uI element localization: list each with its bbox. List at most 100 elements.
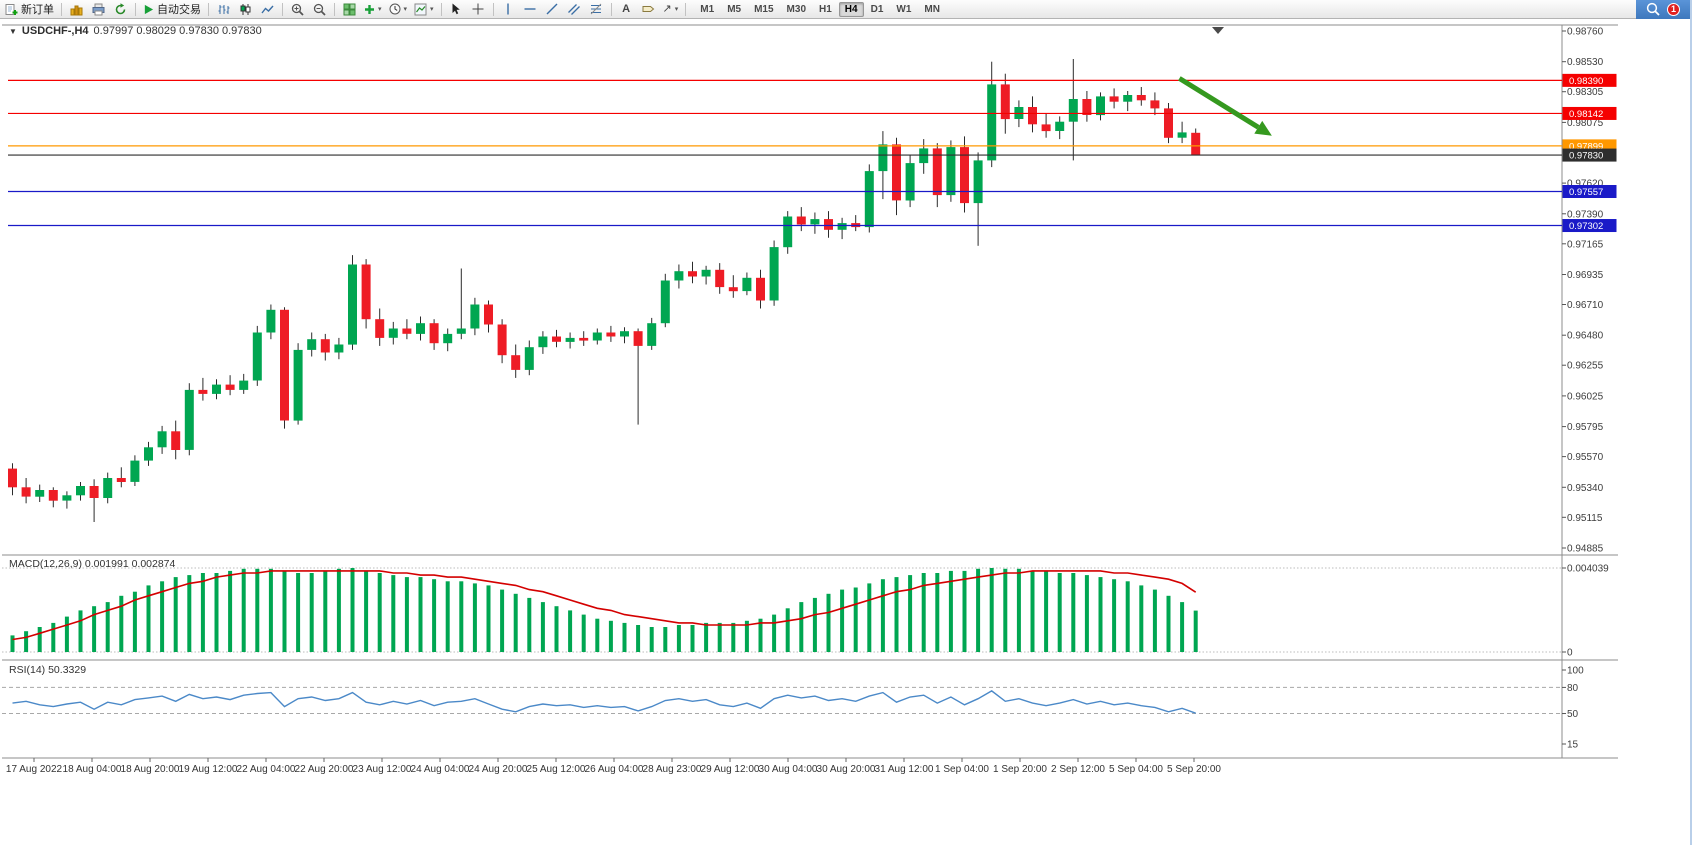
chart-shift-marker[interactable] (1212, 27, 1224, 34)
candle-body (837, 223, 847, 230)
refresh-icon (115, 2, 126, 14)
indicators-button[interactable]: ▾ (361, 1, 385, 18)
trendline-button[interactable] (542, 1, 563, 18)
bar-chart-button[interactable] (213, 1, 234, 18)
candlestick-chart-icon (240, 3, 251, 15)
separator (492, 2, 494, 16)
macd-bar (173, 577, 178, 652)
macd-bar (1180, 602, 1185, 652)
price-tick-label: 0.97390 (1567, 209, 1604, 220)
macd-bar (228, 570, 233, 652)
cursor-button[interactable] (446, 1, 467, 18)
time-label: 22 Aug 04:00 (237, 764, 296, 775)
price-tick-label: 0.95795 (1567, 422, 1604, 433)
candle-body (742, 277, 752, 292)
vertical-line-button[interactable] (498, 1, 519, 18)
timeframe-m30[interactable]: M30 (781, 2, 812, 17)
candle-body (552, 336, 561, 342)
templates-button[interactable]: ▾ (411, 1, 437, 18)
candle-body (116, 478, 126, 482)
macd-bar (690, 625, 695, 652)
macd-bar (10, 635, 15, 652)
level-price-label: 0.98390 (1569, 76, 1603, 87)
candle-body (620, 331, 629, 337)
zoom-out-button[interactable] (309, 1, 330, 18)
new-order-button[interactable]: 新订单 (2, 1, 57, 18)
timeframe-m1[interactable]: M1 (694, 2, 720, 17)
tile-windows-button[interactable] (339, 1, 360, 18)
candle-body (892, 144, 901, 201)
macd-bar (622, 622, 627, 652)
auto-trading-label: 自动交易 (157, 4, 201, 16)
candle-body (1082, 99, 1092, 115)
macd-bar (704, 622, 709, 652)
crosshair-button[interactable] (468, 1, 489, 18)
tile-windows-icon (343, 3, 356, 15)
refresh-button[interactable] (110, 1, 131, 18)
macd-bar (105, 602, 110, 652)
zoom-in-button[interactable] (287, 1, 308, 18)
candle-body (511, 355, 521, 370)
macd-bar (418, 577, 423, 652)
time-label: 22 Aug 20:00 (295, 764, 354, 775)
macd-bar (119, 595, 124, 652)
text-button[interactable]: A (616, 1, 637, 18)
separator (282, 2, 283, 16)
macd-bar (459, 581, 464, 652)
search-icon[interactable] (1646, 2, 1660, 16)
macd-bar (608, 620, 613, 652)
candle-body (416, 323, 425, 334)
candle-body (1150, 100, 1160, 109)
horizontal-line-button[interactable] (520, 1, 541, 18)
candle-body (579, 337, 589, 341)
periods-button[interactable]: ▾ (386, 1, 411, 18)
time-label: 17 Aug 2022 (6, 764, 63, 775)
macd-bar (241, 568, 246, 652)
timeframe-d1[interactable]: D1 (865, 2, 890, 17)
fibonacci-button[interactable] (586, 1, 607, 18)
macd-bar (500, 589, 505, 652)
macd-bar (377, 573, 382, 652)
auto-trading-toggle[interactable]: 自动交易 (140, 1, 204, 18)
timeframe-group: M1 M5 M15 M30 H1 H4 D1 W1 MN (694, 1, 946, 17)
timeframe-w1[interactable]: W1 (890, 2, 917, 17)
macd-bar (24, 631, 29, 652)
candlestick-chart-button[interactable] (235, 1, 256, 18)
text-label-button[interactable] (638, 1, 659, 18)
candle-body (62, 495, 72, 501)
channel-button[interactable] (564, 1, 585, 18)
indicator-plus-icon (365, 4, 374, 14)
macd-bar (513, 593, 518, 652)
candle-body (470, 304, 480, 329)
macd-bar (432, 579, 437, 652)
timeframe-m5[interactable]: M5 (721, 2, 747, 17)
macd-bar (1152, 589, 1157, 652)
timeframe-m15[interactable]: M15 (748, 2, 779, 17)
trend-line-icon (546, 3, 558, 15)
timeframe-h1[interactable]: H1 (813, 2, 838, 17)
candle-body (783, 216, 793, 248)
price-tick-label: 0.96025 (1567, 391, 1604, 402)
candle-body (184, 389, 194, 450)
print-icon (92, 3, 105, 15)
notification-badge[interactable]: 1 (1667, 2, 1680, 16)
candle-body (76, 486, 85, 496)
arrows-button[interactable]: ↗ ▾ (660, 1, 682, 18)
macd-axis-label: 0.004039 (1567, 564, 1609, 575)
chart-canvas[interactable]: 0.98760 0.98530 0.98305 0.98075 0.97620 0.973… (0, 19, 1692, 845)
line-chart-button[interactable] (257, 1, 278, 18)
zoom-out-icon (313, 3, 326, 16)
macd-bar (962, 570, 967, 652)
macd-bar (486, 585, 491, 652)
macd-bar (323, 570, 328, 652)
candle-body (348, 264, 357, 345)
timeframe-h4[interactable]: H4 (838, 1, 864, 17)
symbol-caret-icon[interactable]: ▼ (9, 26, 17, 36)
candle-body (48, 490, 58, 501)
macd-bar (1003, 568, 1008, 652)
rsi-axis-label: 100 (1567, 666, 1584, 677)
candle-body (987, 84, 997, 161)
timeframe-mn[interactable]: MN (918, 2, 946, 17)
print-button[interactable] (88, 1, 109, 18)
market-watch-button[interactable] (66, 1, 87, 18)
